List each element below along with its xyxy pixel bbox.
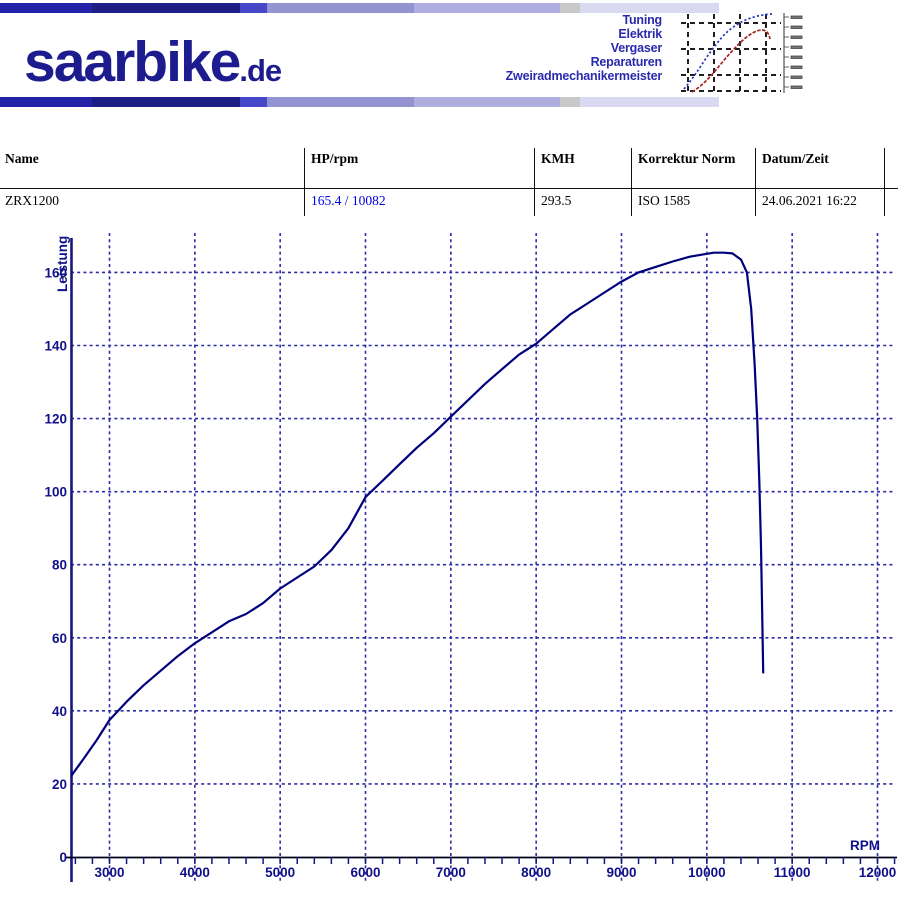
services-list: Tuning Elektrik Vergaser Reparaturen Zwe… xyxy=(505,13,663,83)
svg-text:4000: 4000 xyxy=(180,865,210,880)
svg-text:80: 80 xyxy=(52,558,67,573)
svg-text:160: 160 xyxy=(44,265,67,280)
cell-kmh: 293.5 xyxy=(541,193,572,208)
header-gradient-bar-top xyxy=(0,3,719,13)
gradient-bar-segment xyxy=(560,97,580,107)
svg-text:9000: 9000 xyxy=(606,865,636,880)
svg-text:10000: 10000 xyxy=(688,865,726,880)
service-item: Tuning xyxy=(622,13,662,27)
service-item: Vergaser xyxy=(610,41,662,55)
col-header-kmh: KMH xyxy=(541,151,575,166)
table-header-divider xyxy=(0,188,898,189)
table-column-divider xyxy=(755,148,756,216)
table-column-divider xyxy=(631,148,632,216)
cell-datum: 24.06.2021 16:22 xyxy=(762,193,857,208)
gradient-bar-segment xyxy=(267,3,414,13)
gradient-bar-segment xyxy=(580,97,719,107)
svg-text:140: 140 xyxy=(44,338,67,353)
gradient-bar-segment xyxy=(92,3,240,13)
table-column-divider xyxy=(304,148,305,216)
gradient-bar-segment xyxy=(92,97,240,107)
gradient-bar-segment xyxy=(580,3,719,13)
gradient-bar-segment xyxy=(0,97,92,107)
table-column-divider xyxy=(884,148,885,216)
svg-text:12000: 12000 xyxy=(859,865,897,880)
cell-hp-rpm: 165.4 / 10082 xyxy=(311,193,386,208)
svg-text:Leistung: Leistung xyxy=(55,236,70,292)
gradient-bar-segment xyxy=(414,97,560,107)
svg-text:11000: 11000 xyxy=(774,865,811,880)
svg-text:6000: 6000 xyxy=(350,865,380,880)
gradient-bar-segment xyxy=(240,3,267,13)
service-item: Reparaturen xyxy=(590,55,663,69)
cell-name: ZRX1200 xyxy=(5,193,59,208)
gradient-bar-segment xyxy=(267,97,414,107)
table-column-divider xyxy=(534,148,535,216)
col-header-hp-rpm: HP/rpm xyxy=(311,151,359,166)
col-header-korrektur: Korrektur Norm xyxy=(638,151,736,166)
cell-korrektur: ISO 1585 xyxy=(638,193,691,208)
svg-text:20: 20 xyxy=(52,777,67,792)
power-curve xyxy=(70,251,765,776)
saarbike-logo: saarbike.de xyxy=(24,34,282,91)
svg-text:8000: 8000 xyxy=(521,865,551,880)
gradient-bar-segment xyxy=(560,3,580,13)
svg-text:3000: 3000 xyxy=(94,865,124,880)
service-item: Zweiradmechanikermeister xyxy=(505,69,663,83)
gradient-bar-segment xyxy=(240,97,267,107)
service-item: Elektrik xyxy=(618,27,662,41)
svg-text:7000: 7000 xyxy=(436,865,466,880)
svg-text:5000: 5000 xyxy=(265,865,295,880)
svg-text:120: 120 xyxy=(44,412,67,427)
col-header-name: Name xyxy=(5,151,39,166)
logo-suffix: .de xyxy=(239,53,282,88)
dyno-logo-chart-icon xyxy=(681,13,803,93)
svg-text:RPM: RPM xyxy=(850,838,880,853)
logo-text: saarbike xyxy=(24,30,241,94)
svg-text:0: 0 xyxy=(59,850,67,865)
header-gradient-bar-bottom xyxy=(0,97,719,107)
gradient-bar-segment xyxy=(0,3,92,13)
svg-text:40: 40 xyxy=(52,704,67,719)
gradient-bar-segment xyxy=(414,3,560,13)
col-header-datum: Datum/Zeit xyxy=(762,151,829,166)
svg-text:60: 60 xyxy=(52,631,67,646)
dyno-chart: 3000 4000 5000 6000 7000 8000 9000 10000 11000 12… xyxy=(44,233,897,882)
results-table: Name HP/rpm KMH Korrektur Norm Datum/Zei… xyxy=(0,148,898,216)
svg-text:100: 100 xyxy=(44,485,67,500)
